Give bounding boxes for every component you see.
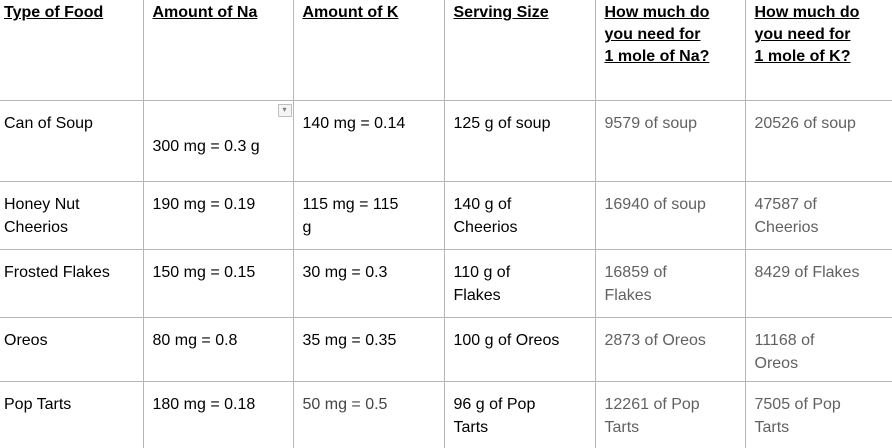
table-cell: 7505 of Pop Tarts: [744, 380, 892, 448]
cell-dropdown-button[interactable]: ▾: [277, 103, 292, 117]
table-row: Honey Nut Cheerios 190 mg = 0.19 115 mg …: [0, 180, 892, 250]
table-cell: 8429 of Flakes: [744, 248, 892, 318]
table-cell: Pop Tarts: [0, 380, 144, 448]
table-cell: 20526 of soup: [744, 99, 892, 182]
table-cell: 96 g of Pop Tarts: [443, 380, 596, 448]
table-cell: 16859 of Flakes: [594, 248, 746, 318]
table-cell: 300 mg = 0.3 g ▾: [142, 99, 294, 182]
table-cell: 140 mg = 0.14: [292, 99, 445, 182]
column-header-amount-of-na: Amount of Na: [142, 0, 294, 101]
column-header-amount-of-k: Amount of K: [292, 0, 445, 101]
table-cell: 16940 of soup: [594, 180, 746, 250]
table-cell: Oreos: [0, 316, 144, 382]
header-row: Type of Food Amount of Na Amount of K Se…: [0, 0, 892, 101]
table-cell: 115 mg = 115 g: [292, 180, 445, 250]
table-cell: 30 mg = 0.3: [292, 248, 445, 318]
table-row: Frosted Flakes 150 mg = 0.15 30 mg = 0.3…: [0, 248, 892, 318]
table-cell: 12261 of Pop Tarts: [594, 380, 746, 448]
chevron-down-icon: ▾: [282, 105, 287, 114]
table-cell: 100 g of Oreos: [443, 316, 596, 382]
table-row: Oreos 80 mg = 0.8 35 mg = 0.35 100 g of …: [0, 316, 892, 382]
table-cell: Honey Nut Cheerios: [0, 180, 144, 250]
table-row: Pop Tarts 180 mg = 0.18 50 mg = 0.5 96 g…: [0, 380, 892, 448]
table-cell: Can of Soup: [0, 99, 144, 182]
table-cell: 140 g of Cheerios: [443, 180, 596, 250]
column-header-type-of-food: Type of Food: [0, 0, 144, 101]
table-cell: 47587 of Cheerios: [744, 180, 892, 250]
table-row: Can of Soup 300 mg = 0.3 g ▾ 140 mg = 0.…: [0, 99, 892, 182]
table-cell: 180 mg = 0.18: [142, 380, 294, 448]
table-cell: Frosted Flakes: [0, 248, 144, 318]
column-header-need-mole-na: How much do you need for 1 mole of Na?: [594, 0, 746, 101]
table-cell: 150 mg = 0.15: [142, 248, 294, 318]
table-cell: 110 g of Flakes: [443, 248, 596, 318]
column-header-need-mole-k: How much do you need for 1 mole of K?: [744, 0, 892, 101]
table-cell: 80 mg = 0.8: [142, 316, 294, 382]
table-cell: 11168 of Oreos: [744, 316, 892, 382]
table-cell: 9579 of soup: [594, 99, 746, 182]
table-cell: 2873 of Oreos: [594, 316, 746, 382]
column-header-serving-size: Serving Size: [443, 0, 596, 101]
cell-text: 300 mg = 0.3 g: [152, 137, 260, 155]
table-cell: 125 g of soup: [443, 99, 596, 182]
table-cell: 35 mg = 0.35: [292, 316, 445, 382]
table-cell: 190 mg = 0.19: [142, 180, 294, 250]
table-cell: 50 mg = 0.5: [292, 380, 445, 448]
